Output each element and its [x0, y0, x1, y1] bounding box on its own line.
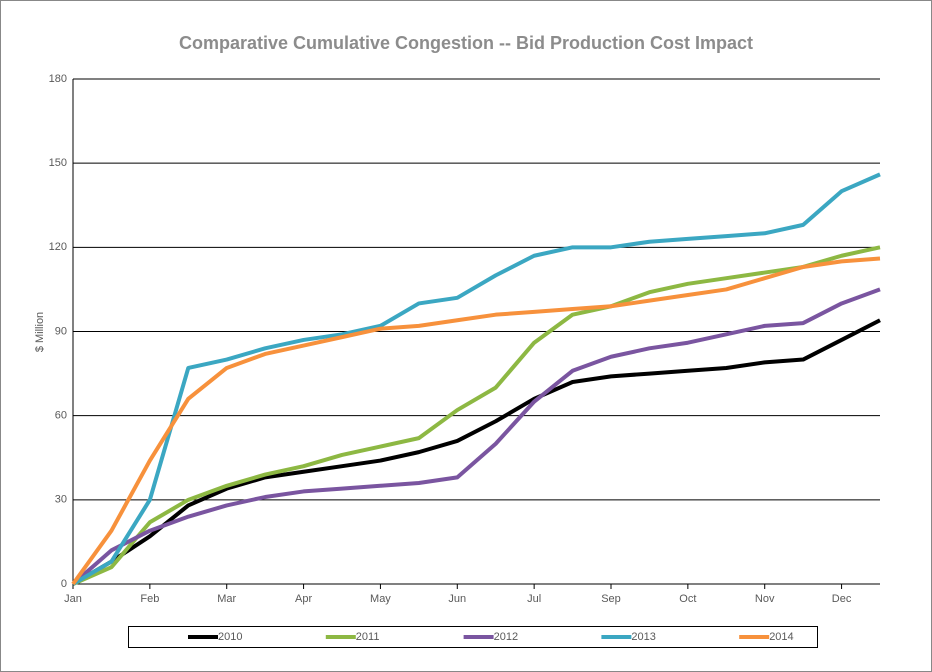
series-line [71, 256, 881, 586]
y-axis-label: $ Million [34, 312, 46, 352]
x-tick-label: Nov [755, 593, 775, 605]
y-tick-label: 120 [49, 241, 67, 253]
y-tick-label: 0 [61, 578, 67, 590]
x-tick-label: Feb [140, 593, 159, 605]
y-tick-label: 180 [49, 73, 67, 85]
x-tick-label: Jul [527, 593, 541, 605]
x-tick-label: Sep [601, 593, 621, 605]
series-line [71, 287, 881, 586]
y-tick-label: 90 [55, 325, 67, 337]
y-tick-label: 150 [49, 157, 67, 169]
legend-label: 2012 [494, 631, 518, 643]
x-tick-label: Mar [217, 593, 236, 605]
legend-label: 2011 [356, 631, 380, 643]
legend-label: 2010 [218, 631, 242, 643]
legend-label: 2014 [769, 631, 793, 643]
series-line [71, 318, 881, 586]
chart-title: Comparative Cumulative Congestion -- Bid… [179, 33, 753, 53]
series-line [72, 245, 881, 586]
x-tick-label: May [370, 593, 391, 605]
series-line [71, 172, 881, 586]
y-tick-label: 30 [55, 494, 67, 506]
x-tick-label: Oct [679, 593, 696, 605]
x-tick-label: Apr [295, 593, 312, 605]
x-tick-label: Jan [64, 593, 82, 605]
x-tick-label: Jun [448, 593, 466, 605]
x-tick-label: Dec [832, 593, 852, 605]
legend-label: 2013 [631, 631, 655, 643]
y-tick-label: 60 [55, 410, 67, 422]
